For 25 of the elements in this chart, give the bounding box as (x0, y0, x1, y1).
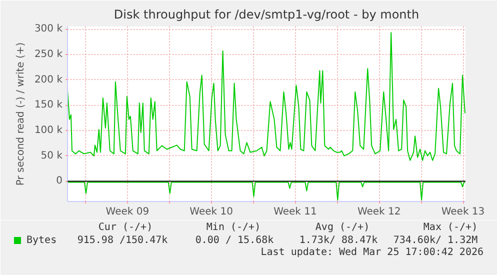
legend-label: Bytes (26, 235, 57, 246)
y-tick-label: 250 k (34, 48, 63, 60)
text: Avg (-/+) (315, 222, 370, 233)
text: 0.00 / 15.68k (195, 235, 274, 246)
y-tick-label: 50 k (40, 150, 63, 162)
text: Max (-/+) (423, 222, 478, 233)
x-tick-label: Week 13 (441, 206, 485, 218)
x-tick-label: Week 09 (106, 206, 150, 218)
text: Cur (-/+) (98, 222, 153, 233)
y-tick-label: 100 k (34, 124, 63, 136)
y-tick-label: 300 k (34, 24, 63, 35)
x-tick-label: Week 12 (357, 206, 401, 218)
x-tick-label: Week 11 (274, 206, 317, 218)
y-tick-label: 150 k (34, 100, 63, 111)
chart-title: Disk throughput for /dev/smtp1-vg/root - by month (114, 8, 420, 22)
y-tick-label: 0 (56, 176, 63, 187)
text: Last update: Wed Mar 25 17:00:42 2026 (260, 247, 484, 258)
line-series (68, 32, 466, 161)
y-axis-title: Pr second read (-) / write (+) (15, 42, 26, 186)
text: 1.73k/ 88.47k (299, 235, 378, 246)
text: 915.98 /150.47k (77, 235, 168, 246)
text: Min (-/+) (206, 222, 261, 233)
y-tick-label: 200 k (34, 74, 63, 86)
text: 734.60k/ 1.32M (393, 235, 478, 246)
x-tick-label: Week 10 (190, 206, 233, 218)
